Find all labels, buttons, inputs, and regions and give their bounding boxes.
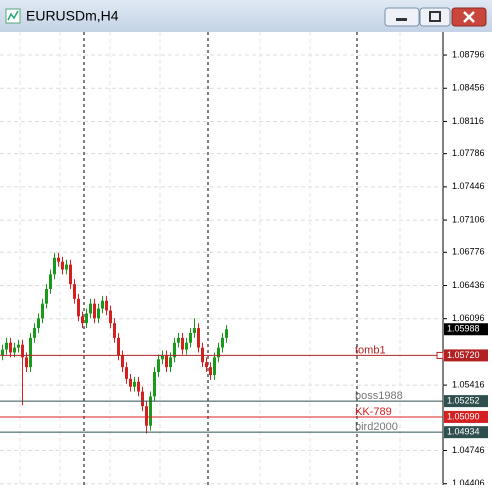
- candle-body: [25, 357, 28, 368]
- candle-body: [169, 357, 172, 368]
- y-tick-label: 1.08796: [452, 49, 485, 59]
- candle-body: [17, 344, 20, 348]
- candle-body: [73, 284, 76, 299]
- current-price-label: 1.05988: [447, 324, 480, 334]
- price-label: 1.05252: [447, 395, 480, 405]
- current-price-box: [444, 323, 488, 336]
- y-tick-label: 1.07446: [452, 181, 485, 191]
- candle-body: [137, 381, 140, 392]
- candle-body: [117, 337, 120, 356]
- plot-area: [0, 32, 443, 485]
- candle-body: [33, 328, 36, 338]
- candle-body: [205, 362, 208, 368]
- candle-body: [45, 289, 48, 304]
- grid: [0, 32, 443, 485]
- candle-body: [189, 332, 192, 343]
- candle-body: [77, 298, 80, 317]
- window-title: EURUSDm,H4: [26, 8, 119, 24]
- candle-body: [29, 337, 32, 368]
- candle-body: [197, 328, 200, 348]
- candle-body: [61, 261, 64, 270]
- candle-body: [141, 391, 144, 407]
- maximize-button[interactable]: [419, 7, 451, 27]
- y-tick-label: 1.04406: [452, 478, 485, 485]
- candle-body: [121, 355, 124, 368]
- y-tick-label: 1.05416: [452, 379, 485, 389]
- candle-body: [113, 323, 116, 338]
- line-label: tomb1: [355, 344, 386, 356]
- candle-body: [145, 406, 148, 426]
- window-icon-glyph: [7, 10, 19, 21]
- candle-body: [157, 359, 160, 373]
- y-tick-label: 1.06096: [452, 313, 485, 323]
- candle-body: [221, 337, 224, 348]
- candle-body: [85, 313, 88, 324]
- candle-body: [173, 342, 176, 358]
- y-tick-label: 1.06436: [452, 280, 485, 290]
- candle-body: [161, 355, 164, 360]
- candle-body: [9, 342, 12, 353]
- candle-body: [101, 300, 104, 309]
- candle-body: [1, 349, 4, 356]
- close-button[interactable]: [451, 7, 487, 27]
- line-anchor: [436, 351, 444, 359]
- price-label: 1.04934: [447, 427, 480, 437]
- candle-body: [49, 274, 52, 290]
- candle-body: [13, 347, 16, 353]
- price-label-box: [444, 349, 488, 362]
- y-tick-label: 1.04746: [452, 445, 485, 455]
- candle-body: [217, 347, 220, 358]
- candle-body: [153, 372, 156, 397]
- candle-body: [97, 308, 100, 319]
- price-label: 1.05090: [447, 411, 480, 421]
- candle-body: [133, 381, 136, 387]
- candle-body: [53, 257, 56, 275]
- line-label: bird2000: [355, 421, 398, 433]
- price-label-box: [444, 426, 488, 439]
- marks: [0, 252, 443, 434]
- candle-body: [177, 337, 180, 343]
- candle-body: [125, 367, 128, 379]
- candle-body: [129, 378, 132, 387]
- minimize-button[interactable]: [384, 7, 420, 27]
- line-label: KK-789: [355, 406, 392, 418]
- price-label: 1.05720: [447, 350, 480, 360]
- candle-body: [181, 337, 184, 350]
- candle-body: [149, 396, 152, 426]
- price-label-box: [444, 395, 488, 408]
- candle-body: [81, 316, 84, 324]
- price-label-box: [444, 410, 488, 423]
- candle-body: [37, 318, 40, 329]
- candle-body: [193, 328, 196, 333]
- candle-body: [213, 357, 216, 375]
- y-tick-label: 1.06776: [452, 247, 485, 257]
- candle-body: [41, 303, 44, 319]
- line-label: boss1988: [355, 390, 403, 402]
- y-tick-label: 1.07106: [452, 214, 485, 224]
- candle-body: [185, 342, 188, 350]
- y-tick-label: 1.08456: [452, 83, 485, 93]
- candle-body: [209, 367, 212, 375]
- candle-body: [5, 342, 8, 350]
- candle-body: [57, 257, 60, 262]
- y-tick-label: 1.07786: [452, 148, 485, 158]
- candle-body: [89, 303, 92, 314]
- candle-body: [65, 264, 68, 270]
- candle-body: [165, 355, 168, 368]
- candle-body: [105, 300, 108, 311]
- candle-body: [109, 310, 112, 324]
- candle-body: [69, 264, 72, 285]
- candle-body: [225, 329, 228, 338]
- candle-body: [21, 344, 24, 358]
- y-tick-label: 1.08116: [452, 116, 484, 126]
- candle-body: [93, 303, 96, 319]
